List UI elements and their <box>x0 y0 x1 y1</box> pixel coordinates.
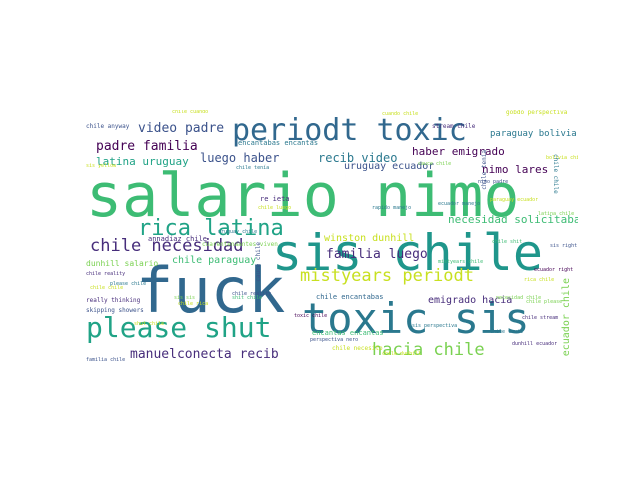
word-paraguay-bolivia: paraguay bolivia <box>490 129 577 139</box>
word-luego-haber: luego haber <box>200 151 280 165</box>
word-hacia-chile: hacia chile <box>372 340 485 360</box>
word-paraguay-ecuador: paraguay ecuador <box>490 197 539 203</box>
word-sis-chile: sis chile <box>272 224 543 282</box>
word-chile-vertical-right: chile chile <box>552 154 559 194</box>
word-recib-video: recib video <box>318 151 398 165</box>
word-chile-rica: chile rica <box>178 301 209 307</box>
word-toxic-chile: toxic chile <box>294 313 328 319</box>
word-fuck: fuck <box>136 254 286 327</box>
word-uruguay-ecuador: uruguay ecuador <box>344 161 435 172</box>
word-latina-uruguay: latina uruguay <box>96 155 189 168</box>
word-chile-dunhill: chile dunhill <box>382 351 422 357</box>
word-haber-emigrado: haber emigrado <box>412 145 505 158</box>
word-skipping-showers: skipping showers <box>86 307 144 314</box>
word-chile-toxic: chile toxic <box>490 329 524 335</box>
word-video-padre: video padre <box>138 121 225 136</box>
word-padre-familia: padre familia <box>96 139 198 154</box>
word-sis-sis: sis sis <box>174 295 196 301</box>
word-emigrado-hacia: emigrado hacia <box>428 295 513 306</box>
word-cuando-chile: cuando chile <box>382 111 419 117</box>
word-cauce-chile: cauce chile <box>418 161 452 167</box>
word-latina-chile: latina chile <box>538 211 575 217</box>
word-gobdo-perspectiva: gobdo perspectiva <box>506 110 568 116</box>
word-stream-chile: stream chile <box>432 123 476 130</box>
word-salario-nimo: salario nimo <box>86 161 520 231</box>
word-uruguay-chile: uruguay chile <box>218 229 258 235</box>
word-manuelconecta-recib: manuelconecta recib <box>130 347 279 362</box>
word-mistyears-periodt: mistyears periodt <box>300 266 474 286</box>
word-nimo-padre: nimo padre <box>478 179 509 185</box>
word-chile-luego: chile luego <box>258 205 292 211</box>
word-perspectiva-nero: perspectiva nero <box>310 337 359 343</box>
word-please-shut: please shut <box>86 311 272 344</box>
word-familia-chile: familia chile <box>86 357 126 363</box>
word-chile-necesidad: chile necesidad <box>90 236 244 256</box>
word-shit-chile: shit chile <box>232 295 263 301</box>
word-chile-vertical-mid: cauce chile <box>255 242 262 282</box>
word-nimo-lares: nimo lares <box>482 163 549 176</box>
word-chile-tenia: chile tenía <box>236 165 270 171</box>
word-bolivia-chile: bolivia chile <box>546 155 578 161</box>
word-chile-chile: chile chile <box>90 285 124 291</box>
word-ecuador-chile: ecuador chile <box>561 278 572 357</box>
word-chile-shit: chile shit <box>492 239 523 245</box>
word-sis-perspectiva: sis perspectiva <box>412 323 458 329</box>
word-rapido-manejo: rapido manejo <box>372 205 412 211</box>
word-winston-dunhill: winston dunhill <box>324 233 415 244</box>
word-chile-paraguay: chile paraguay <box>172 255 257 266</box>
word-sis-right: sis right <box>550 243 578 249</box>
word-chile-turning: chile tenía <box>481 150 488 190</box>
word-chile-encantabas: chile encantabas <box>316 293 384 301</box>
word-re-ieta: re ieta <box>260 195 290 203</box>
word-chile-anyway: chile anyway <box>86 123 130 130</box>
word-annadiaz-chile: annadiaz chile <box>148 235 208 243</box>
word-chile-necesito: chile necesito <box>332 345 383 352</box>
word-mistyears-chile: mistyears chile <box>438 259 484 265</box>
word-shut-chile: shut chile <box>134 321 165 327</box>
word-encantas-encantas: encantas encantas <box>312 329 384 337</box>
word-chile-please: chile please <box>526 299 563 305</box>
word-chile-reality2: chile reality <box>86 271 126 277</box>
word-dunhill-salario: dunhill salario <box>86 259 159 268</box>
word-chile-cuando: chile cuando <box>172 110 209 115</box>
word-rica-latina: rica latina <box>138 216 284 241</box>
word-toxic-sis: toxic sis <box>302 294 530 343</box>
word-rica-chile: rica chile <box>524 277 555 283</box>
word-cuarentenaantes-viven: cuarentenaantes viven <box>202 241 278 248</box>
word-chile-stream: chile stream <box>522 315 559 321</box>
word-cloud: salario nimo sis chile fuck toxic sis pe… <box>82 110 578 370</box>
word-please-chile: please chile <box>110 281 147 287</box>
word-chile-reality: chile reality <box>232 291 272 297</box>
word-necesidad-chile: necesidad chile <box>496 295 542 301</box>
word-dunhill-ecuador: dunhill ecuador <box>512 341 558 347</box>
word-necesidad-solicitaba: necesidad solicitaba <box>448 213 578 226</box>
word-familia-luego: familia luego <box>326 247 428 262</box>
word-ecuador-right: ecuador right <box>534 267 574 273</box>
word-really-thinking: really thinking <box>86 297 141 304</box>
word-encantabas-encantas: encantabas encantas <box>238 139 319 147</box>
word-periodt-toxic: periodt toxic <box>232 113 467 148</box>
word-sis-yellow: sis yellow <box>86 163 117 169</box>
word-ecuador-manejo: ecuador manejo <box>438 201 481 207</box>
